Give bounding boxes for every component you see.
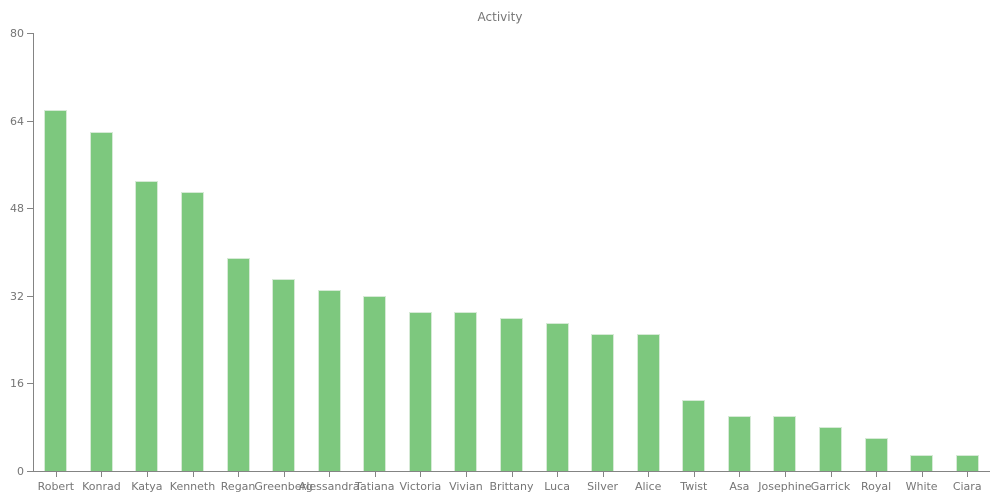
x-tick-mark <box>921 472 923 477</box>
x-tick-label: Brittany <box>489 480 534 493</box>
bar <box>89 131 113 471</box>
x-tick-label: Konrad <box>82 480 121 493</box>
bar <box>317 290 341 471</box>
x-tick-label: Regan <box>220 480 256 493</box>
y-tick-label: 0 <box>17 465 24 478</box>
bar <box>408 312 432 471</box>
x-tick-mark <box>283 472 285 477</box>
x-tick-label: Alessandra <box>298 480 360 493</box>
x-tick-mark <box>238 472 240 477</box>
bar <box>181 191 204 471</box>
x-tick-label: Silver <box>587 480 619 493</box>
x-tick-mark <box>967 472 969 477</box>
x-tick-mark <box>329 472 331 477</box>
x-tick-mark <box>830 472 832 477</box>
x-tick-mark <box>146 472 148 477</box>
x-tick-label: Victoria <box>399 480 442 493</box>
x-tick-label: Vivian <box>449 480 483 493</box>
x-tick-label: Garrick <box>810 480 851 493</box>
x-tick-mark <box>420 472 422 477</box>
x-tick-mark <box>739 472 741 477</box>
y-tick-mark <box>27 295 33 297</box>
y-tick-mark <box>27 33 33 34</box>
x-tick-mark <box>511 472 513 477</box>
x-tick-mark <box>784 472 786 477</box>
x-tick-mark <box>374 472 376 477</box>
y-axis-line <box>33 33 34 472</box>
x-tick-mark <box>876 472 878 477</box>
x-tick-label: Asa <box>729 480 750 493</box>
x-tick-label: Josephine <box>758 480 812 493</box>
x-axis-line <box>33 471 990 472</box>
x-tick-label: Twist <box>680 480 708 493</box>
x-tick-label: Royal <box>861 480 892 493</box>
bar <box>591 334 615 471</box>
x-tick-mark <box>648 472 650 477</box>
y-tick-label: 16 <box>10 377 24 391</box>
y-tick-mark <box>27 471 33 472</box>
x-tick-label: Alice <box>634 480 662 493</box>
x-tick-label: Ciara <box>952 480 982 493</box>
bar <box>454 312 478 471</box>
bar <box>363 295 387 471</box>
bar <box>910 454 934 471</box>
y-tick-mark <box>27 120 33 122</box>
bar <box>545 323 569 471</box>
bar <box>864 438 888 471</box>
bar <box>955 454 979 471</box>
x-tick-label: Luca <box>544 480 570 493</box>
y-tick-label: 32 <box>10 289 24 303</box>
bar <box>135 180 159 471</box>
bar <box>727 416 751 472</box>
y-tick-label: 80 <box>10 27 24 40</box>
y-tick-mark <box>27 383 33 385</box>
x-tick-mark <box>602 472 604 477</box>
bar <box>44 109 68 471</box>
y-tick-label: 48 <box>10 202 24 216</box>
x-tick-mark <box>101 472 103 477</box>
x-tick-label: Robert <box>37 480 75 493</box>
x-tick-label: Katya <box>131 480 163 493</box>
x-tick-mark <box>192 472 194 477</box>
x-tick-label: Kenneth <box>169 480 216 493</box>
x-tick-label: Greenberg <box>254 480 313 493</box>
bar <box>682 399 706 471</box>
bar <box>272 279 296 471</box>
x-tick-mark <box>465 472 467 477</box>
bar <box>819 427 842 471</box>
bar <box>636 334 660 471</box>
bar <box>773 416 797 472</box>
x-tick-mark <box>693 472 695 477</box>
y-tick-label: 64 <box>10 114 24 128</box>
bar <box>226 257 250 471</box>
y-tick-mark <box>27 208 33 210</box>
chart-title: Activity <box>477 10 523 24</box>
x-tick-mark <box>55 472 57 477</box>
x-tick-label: White <box>905 480 938 493</box>
x-tick-label: Tatiana <box>355 480 395 493</box>
x-tick-mark <box>557 472 559 477</box>
bar <box>500 317 523 471</box>
